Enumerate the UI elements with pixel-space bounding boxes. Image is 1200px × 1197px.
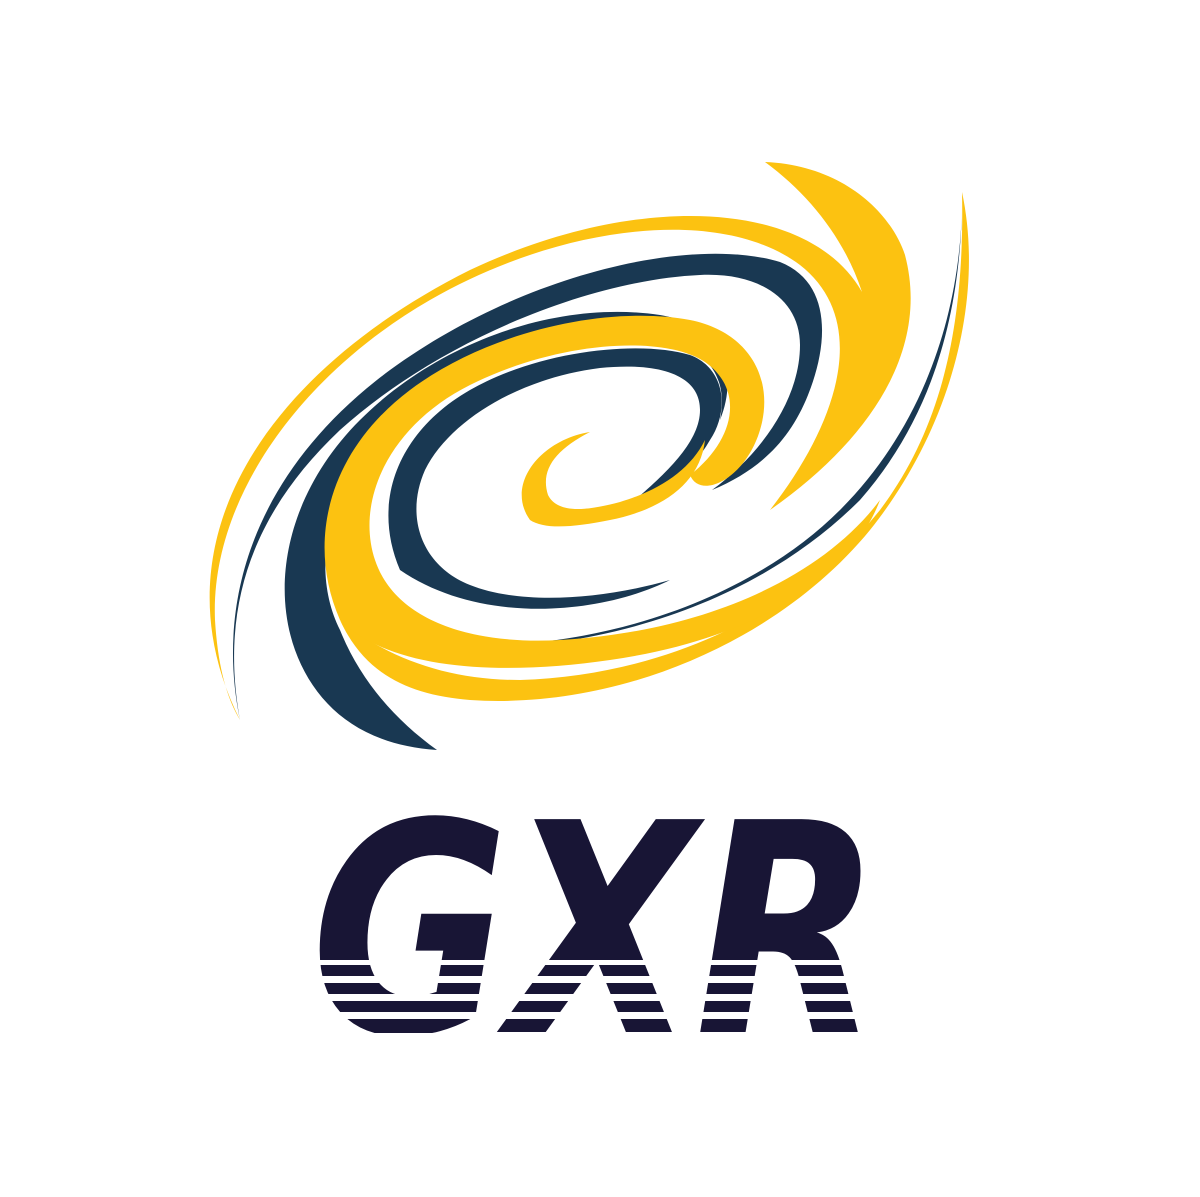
wordmark-text: GXR xyxy=(311,761,881,1101)
wordmark: GXR xyxy=(311,761,881,1101)
swirl-curl-inner-yellow xyxy=(521,432,705,527)
swirl-ring-inner-navy xyxy=(388,348,722,609)
swirl-ring-middle-yellow xyxy=(324,315,880,668)
swirl-emblem xyxy=(209,162,969,750)
swirl-arm-outer-yellow xyxy=(209,162,911,720)
